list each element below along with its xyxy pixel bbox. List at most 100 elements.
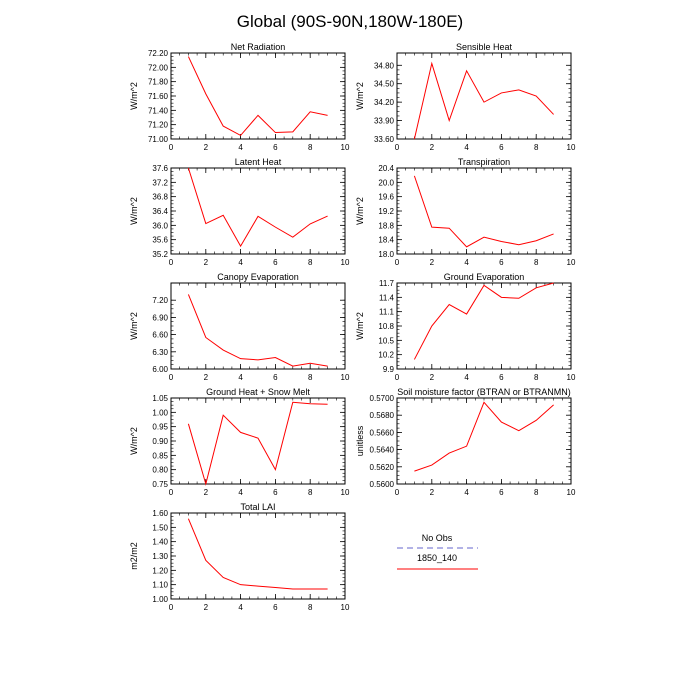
- x-tick-label: 0: [169, 603, 174, 612]
- x-tick-label: 2: [430, 143, 435, 152]
- x-tick-label: 2: [204, 603, 209, 612]
- y-axis-label: W/m^2: [355, 197, 365, 225]
- y-tick-label: 6.30: [152, 348, 168, 357]
- y-tick-label: 11.7: [379, 279, 395, 288]
- x-tick-label: 2: [430, 258, 435, 267]
- plot-frame: [170, 282, 346, 370]
- x-tick-label: 10: [341, 143, 350, 152]
- panel-title: Transpiration: [458, 157, 510, 167]
- panel-latent-heat: Latent Heat 0 2 4 6 8 10 35.2 35.6 36.0 36.4 36.8 37…: [129, 157, 350, 267]
- y-tick-label: 34.20: [374, 98, 395, 107]
- series-line-1850-140: [414, 401, 554, 472]
- x-tick-label: 2: [430, 488, 435, 497]
- x-tick-label: 10: [567, 258, 576, 267]
- y-axis-label: W/m^2: [355, 312, 365, 340]
- y-tick-label: 34.80: [374, 61, 395, 70]
- panel-sensible-heat: Sensible Heat 0 2 4 6 8 10 33.60 33.90 34.20 34.50…: [355, 42, 576, 152]
- series-line-1850-140: [413, 175, 554, 248]
- series-line-1850-140: [413, 61, 554, 140]
- y-tick-label: 18.0: [378, 250, 394, 259]
- y-tick-label: 37.6: [152, 164, 168, 173]
- panel-title: Total LAI: [240, 502, 275, 512]
- x-tick-label: 10: [341, 603, 350, 612]
- x-tick-label: 8: [308, 258, 313, 267]
- x-tick-label: 2: [204, 373, 209, 382]
- y-tick-label: 6.00: [152, 365, 168, 374]
- y-tick-label: 18.4: [378, 236, 394, 245]
- x-tick-label: 2: [204, 143, 209, 152]
- panel-ground-heat-snow-melt: Ground Heat + Snow Melt 0 2 4 6 8 10 0.75 0.80 0.…: [129, 387, 350, 497]
- y-tick-label: 0.95: [152, 423, 168, 432]
- y-tick-label: 0.5640: [370, 446, 395, 455]
- y-tick-label: 6.90: [152, 313, 168, 322]
- y-tick-label: 35.2: [152, 250, 168, 259]
- series-line-1850-140: [187, 401, 328, 486]
- x-tick-label: 8: [534, 488, 539, 497]
- plot-frame: [170, 397, 346, 485]
- x-tick-label: 0: [169, 143, 174, 152]
- y-tick-label: 1.30: [152, 552, 168, 561]
- y-tick-label: 35.6: [152, 236, 168, 245]
- x-tick-label: 6: [273, 373, 278, 382]
- y-tick-label: 33.60: [374, 135, 395, 144]
- x-tick-label: 4: [238, 258, 243, 267]
- y-axis-label: W/m^2: [355, 82, 365, 110]
- x-tick-label: 4: [464, 143, 469, 152]
- y-tick-label: 71.40: [148, 106, 169, 115]
- x-tick-label: 8: [308, 488, 313, 497]
- panel-title: Canopy Evaporation: [217, 272, 299, 282]
- x-tick-label: 10: [567, 488, 576, 497]
- x-tick-label: 0: [395, 373, 400, 382]
- x-tick-label: 6: [499, 143, 504, 152]
- x-tick-label: 0: [395, 143, 400, 152]
- panel-net-radiation: Net Radiation 0 2 4 6 8 10 71.00 71.20 71.40 71.60…: [129, 42, 350, 152]
- y-tick-label: 20.0: [378, 178, 394, 187]
- x-tick-label: 10: [341, 373, 350, 382]
- panel-title: Latent Heat: [235, 157, 282, 167]
- x-tick-label: 4: [464, 373, 469, 382]
- y-tick-label: 20.4: [378, 164, 394, 173]
- panel-transpiration: Transpiration 0 2 4 6 8 10 18.0 18.4 18.8 19.2 19.6…: [355, 157, 576, 267]
- y-tick-label: 72.20: [148, 49, 169, 58]
- y-tick-label: 0.90: [152, 437, 168, 446]
- y-tick-label: 1.60: [152, 509, 168, 518]
- plot-frame: [396, 282, 572, 370]
- y-tick-label: 1.05: [152, 394, 168, 403]
- y-tick-label: 1.00: [152, 595, 168, 604]
- y-tick-label: 36.8: [152, 193, 168, 202]
- y-tick-label: 36.4: [152, 207, 168, 216]
- panel-ground-evaporation: Ground Evaporation 0 2 4 6 8 10 9.9 10.2 10.5 10.8…: [355, 272, 576, 382]
- plot-frame: [170, 167, 346, 255]
- legend: No Obs 1850_140: [397, 533, 478, 570]
- x-tick-label: 0: [169, 488, 174, 497]
- x-tick-label: 10: [567, 143, 576, 152]
- y-tick-label: 36.0: [152, 221, 168, 230]
- x-tick-label: 0: [169, 373, 174, 382]
- plot-frame: [170, 52, 346, 140]
- series-line-1850-140: [187, 56, 328, 137]
- x-tick-label: 10: [341, 488, 350, 497]
- x-tick-label: 10: [567, 373, 576, 382]
- x-tick-label: 6: [499, 258, 504, 267]
- x-tick-label: 4: [238, 373, 243, 382]
- y-tick-label: 19.2: [378, 207, 394, 216]
- series-line-1850-140: [187, 294, 328, 367]
- x-tick-label: 6: [273, 143, 278, 152]
- x-tick-label: 8: [308, 373, 313, 382]
- x-tick-label: 8: [534, 258, 539, 267]
- x-tick-label: 0: [395, 488, 400, 497]
- plot-frame: [396, 52, 572, 140]
- x-tick-label: 0: [169, 258, 174, 267]
- x-tick-label: 4: [238, 603, 243, 612]
- legend-label-no-obs: No Obs: [422, 533, 453, 543]
- x-tick-label: 8: [534, 373, 539, 382]
- y-tick-label: 0.5680: [370, 411, 395, 420]
- x-tick-label: 4: [238, 488, 243, 497]
- y-tick-label: 1.10: [152, 581, 168, 590]
- x-tick-label: 2: [204, 488, 209, 497]
- y-tick-label: 18.8: [378, 221, 394, 230]
- x-tick-label: 6: [499, 488, 504, 497]
- x-tick-label: 10: [341, 258, 350, 267]
- y-tick-label: 0.5620: [370, 463, 395, 472]
